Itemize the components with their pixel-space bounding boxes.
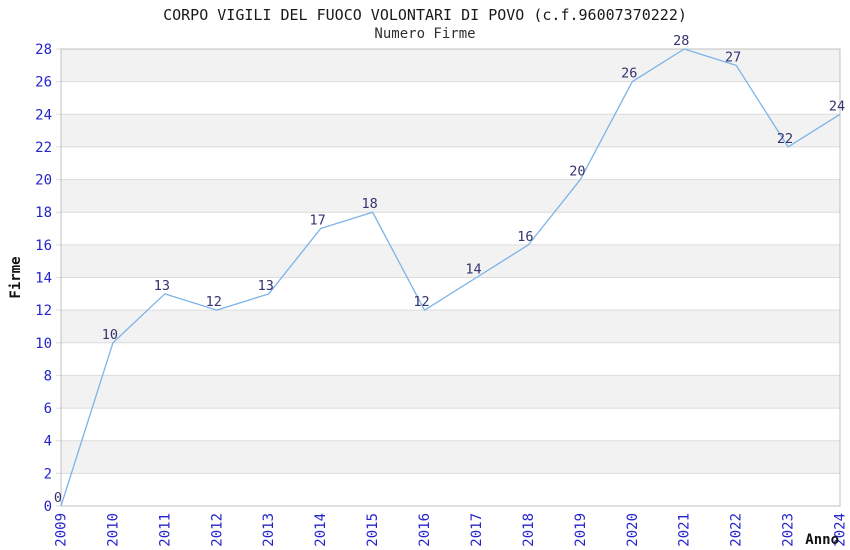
x-tick-label: 2018 <box>521 513 537 547</box>
x-tick-label: 2017 <box>469 513 485 547</box>
x-tick-label: 2016 <box>417 513 433 547</box>
y-tick-label: 10 <box>35 336 52 352</box>
point-label: 18 <box>361 196 377 212</box>
point-label: 24 <box>829 98 845 114</box>
plot-band <box>61 310 840 343</box>
point-label: 27 <box>725 49 741 65</box>
point-label: 17 <box>310 213 326 229</box>
x-tick-label: 2020 <box>625 513 641 547</box>
plot-band <box>61 49 840 82</box>
plot-band <box>61 440 840 474</box>
point-label: 12 <box>206 294 222 310</box>
y-tick-label: 22 <box>35 140 52 156</box>
x-tick-label: 2014 <box>313 513 329 547</box>
x-tick-label: 2024 <box>833 513 849 547</box>
x-tick-label: 2012 <box>209 513 225 547</box>
y-tick-label: 28 <box>35 42 52 58</box>
y-axis-label: Firme <box>8 256 24 298</box>
x-tick-label: 2013 <box>261 513 277 547</box>
x-tick-label: 2019 <box>573 513 589 547</box>
point-label: 10 <box>102 327 118 343</box>
y-tick-label: 24 <box>35 107 52 123</box>
y-tick-label: 12 <box>35 303 52 319</box>
y-tick-label: 16 <box>35 238 52 254</box>
series-line <box>60 48 841 507</box>
y-tick-label: 6 <box>44 401 52 417</box>
plot-band <box>61 114 840 147</box>
plot-band <box>61 179 840 213</box>
point-label: 12 <box>413 294 429 310</box>
y-tick-label: 20 <box>35 173 52 189</box>
point-label: 16 <box>517 229 533 245</box>
plot-border <box>60 48 841 507</box>
y-tick-label: 4 <box>44 434 52 450</box>
x-tick-label: 2022 <box>729 513 745 547</box>
point-label: 13 <box>258 278 274 294</box>
x-tick-label: 2015 <box>365 513 381 547</box>
x-tick-label: 2010 <box>105 513 121 547</box>
point-label: 26 <box>621 66 637 82</box>
x-tick-label: 2011 <box>157 513 173 547</box>
x-axis-label: Anno <box>805 532 839 548</box>
y-tick-label: 8 <box>44 368 52 384</box>
point-label: 14 <box>465 262 481 278</box>
y-tick-label: 2 <box>44 466 52 482</box>
point-label: 28 <box>673 33 689 49</box>
y-tick-label: 14 <box>35 271 52 287</box>
plot-band <box>61 244 840 278</box>
point-label: 0 <box>54 490 62 506</box>
x-tick-label: 2021 <box>677 513 693 547</box>
x-tick-label: 2023 <box>781 513 797 547</box>
chart-title: CORPO VIGILI DEL FUOCO VOLONTARI DI POVO… <box>163 6 687 24</box>
y-tick-label: 0 <box>44 499 52 515</box>
point-label: 20 <box>569 164 585 180</box>
point-label: 22 <box>777 131 793 147</box>
chart-subtitle: Numero Firme <box>374 26 476 42</box>
y-tick-label: 26 <box>35 75 52 91</box>
y-tick-label: 18 <box>35 205 52 221</box>
x-tick-label: 2009 <box>54 513 70 547</box>
plot-band <box>61 375 840 409</box>
point-label: 13 <box>154 278 170 294</box>
